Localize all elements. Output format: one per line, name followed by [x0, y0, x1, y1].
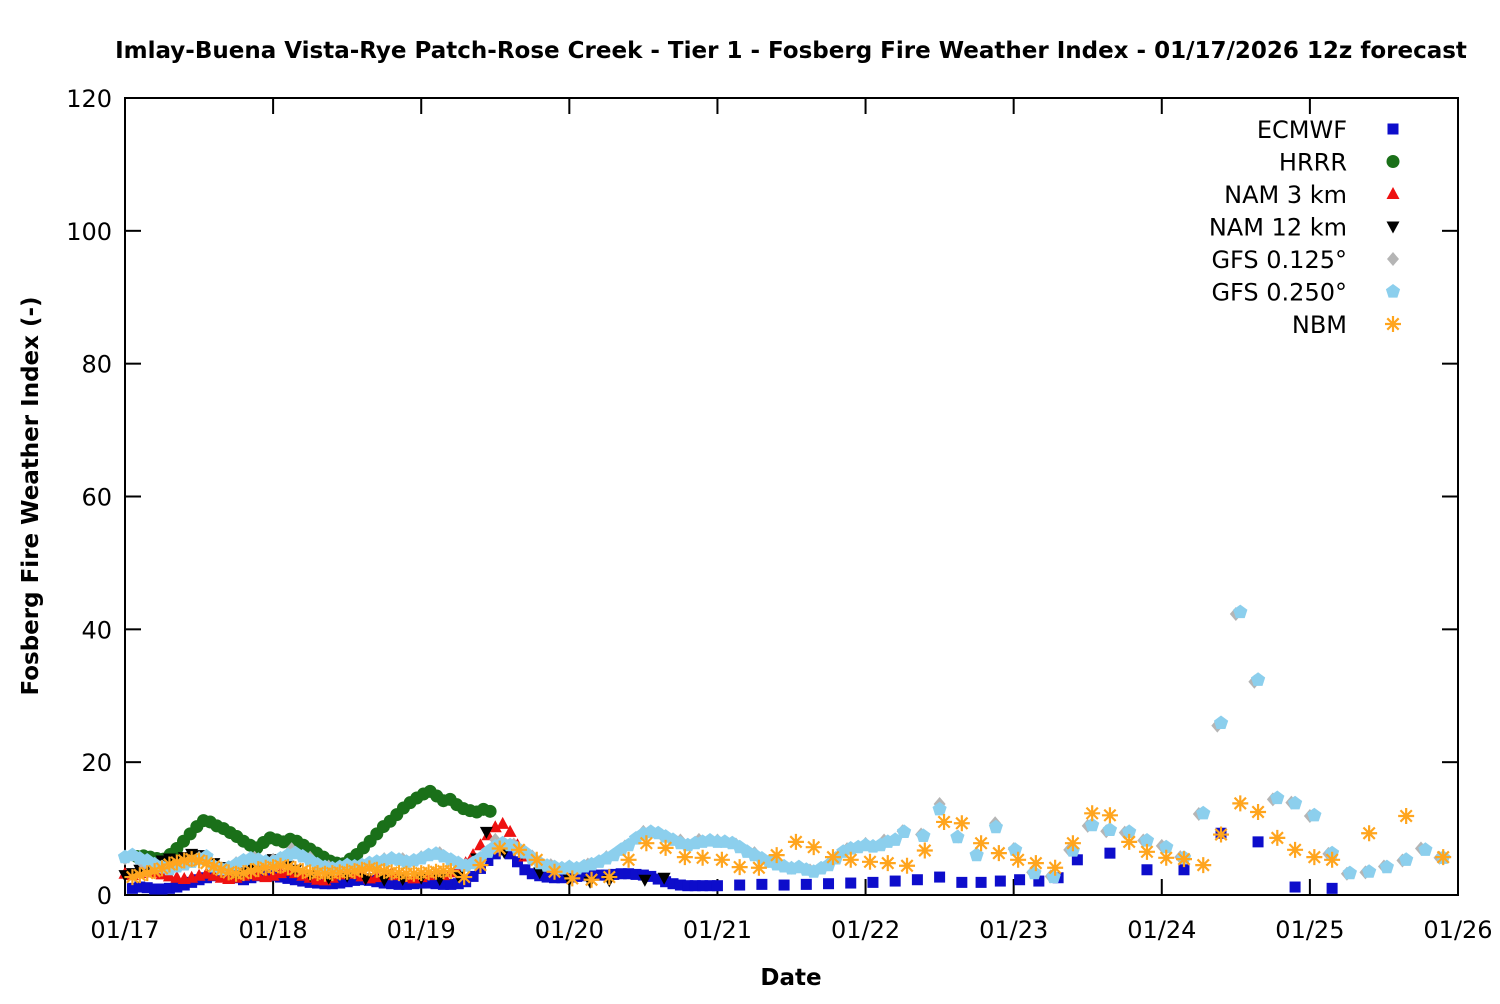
- legend-label: GFS 0.125°: [1211, 246, 1347, 274]
- chart-title: Imlay-Buena Vista-Rye Patch-Rose Creek -…: [115, 38, 1467, 64]
- legend-marker-circle-icon: [1386, 155, 1400, 168]
- x-tick-label: 01/17: [90, 916, 159, 944]
- y-tick-label: 40: [81, 616, 112, 644]
- series-nbm: [124, 795, 1452, 888]
- legend-label: NAM 12 km: [1209, 214, 1347, 242]
- legend-item-nbm: NBM: [1292, 311, 1401, 339]
- legend-item-nam-12-km: NAM 12 km: [1209, 214, 1400, 242]
- x-tick-label: 01/25: [1275, 916, 1344, 944]
- x-tick-label: 01/23: [979, 916, 1048, 944]
- legend-marker-asterisk-icon: [1385, 316, 1401, 332]
- legend-label: GFS 0.250°: [1211, 279, 1347, 307]
- x-tick-label: 01/20: [535, 916, 604, 944]
- legend-marker-triangle-down-icon: [1386, 221, 1400, 234]
- x-tick-label: 01/21: [683, 916, 752, 944]
- legend-label: NAM 3 km: [1224, 181, 1347, 209]
- legend: ECMWF HRRR NAM 3 km NAM 12 km GFS 0.125° GFS …: [1209, 116, 1401, 339]
- legend-item-gfs-0-125-: GFS 0.125°: [1211, 246, 1399, 274]
- y-tick-label: 80: [81, 351, 112, 379]
- x-axis-label: Date: [760, 965, 821, 991]
- x-tick-label: 01/26: [1423, 916, 1492, 944]
- y-tick-label: 120: [66, 85, 112, 113]
- legend-marker-diamond-icon: [1387, 252, 1399, 266]
- x-tick-label: 01/18: [239, 916, 308, 944]
- y-tick-label: 100: [66, 218, 112, 246]
- legend-marker-pentagon-icon: [1385, 284, 1401, 298]
- x-tick-label: 01/24: [1127, 916, 1196, 944]
- y-tick-label: 0: [97, 882, 112, 910]
- legend-item-nam-3-km: NAM 3 km: [1224, 181, 1400, 209]
- legend-marker-triangle-up-icon: [1386, 187, 1400, 199]
- series-layer: [117, 604, 1452, 895]
- plot-axes: 01/17 01/18 01/19 01/20 01/21 01/22 01/23 01/24…: [66, 85, 1492, 944]
- x-tick-label: 01/22: [831, 916, 900, 944]
- legend-label: HRRR: [1279, 149, 1347, 177]
- series-gfs-0-250-: [117, 604, 1451, 884]
- legend-item-hrrr: HRRR: [1279, 149, 1400, 177]
- legend-item-gfs-0-250-: GFS 0.250°: [1211, 279, 1401, 307]
- legend-label: ECMWF: [1257, 116, 1347, 144]
- legend-marker-square-icon: [1387, 123, 1399, 135]
- y-tick-label: 60: [81, 484, 112, 512]
- legend-item-ecmwf: ECMWF: [1257, 116, 1399, 144]
- x-tick-label: 01/19: [387, 916, 456, 944]
- legend-label: NBM: [1292, 311, 1347, 339]
- y-axis-label: Fosberg Fire Weather Index (-): [18, 296, 44, 695]
- series-gfs-0-125-: [119, 607, 1446, 884]
- y-tick-label: 20: [81, 749, 112, 777]
